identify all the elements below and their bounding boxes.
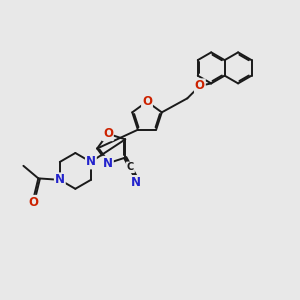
Text: O: O (29, 196, 39, 209)
Text: O: O (142, 95, 152, 108)
Text: N: N (86, 155, 96, 168)
Text: N: N (103, 157, 113, 170)
Text: C: C (127, 162, 134, 172)
Text: O: O (195, 79, 205, 92)
Text: N: N (131, 176, 141, 189)
Text: O: O (103, 127, 113, 140)
Text: N: N (55, 173, 65, 186)
